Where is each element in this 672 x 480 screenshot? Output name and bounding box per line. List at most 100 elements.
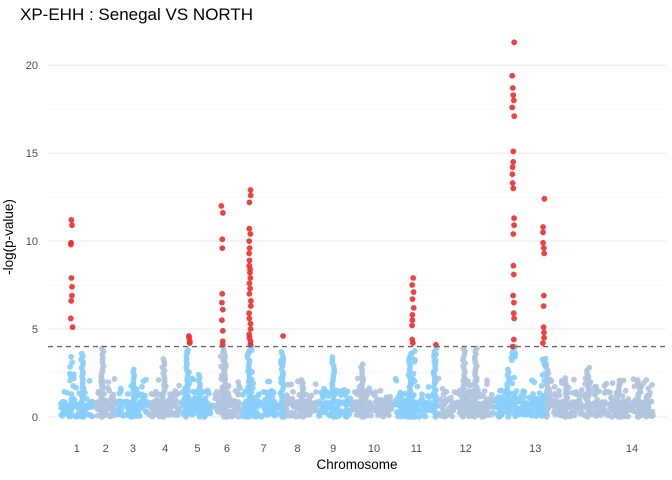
background-point [265, 378, 271, 385]
x-tick-label: 6 [224, 443, 230, 455]
background-point [214, 389, 220, 395]
background-point [195, 371, 202, 378]
background-point [422, 413, 429, 420]
significant-point [510, 310, 517, 317]
background-point [106, 401, 112, 407]
background-point [139, 383, 145, 390]
background-point [235, 403, 241, 410]
background-point [593, 413, 600, 419]
background-point [166, 412, 172, 418]
background-point [70, 371, 77, 378]
significant-point [219, 245, 226, 252]
y-tick-label: 20 [26, 60, 38, 72]
significant-point [410, 289, 417, 295]
background-point [445, 410, 452, 416]
significant-point [246, 250, 253, 257]
background-point [291, 411, 297, 418]
background-point [306, 411, 313, 418]
background-point [247, 395, 254, 401]
significant-point [540, 340, 546, 346]
background-point [607, 389, 614, 396]
background-point [452, 402, 459, 408]
significant-point [409, 340, 416, 346]
background-point [648, 398, 655, 405]
background-point [483, 407, 489, 414]
background-point [411, 348, 418, 354]
background-point [493, 404, 500, 410]
background-point [493, 395, 500, 402]
background-point [184, 385, 191, 391]
background-point [556, 388, 562, 394]
significant-point [218, 203, 225, 209]
background-point [598, 407, 605, 414]
significant-point [510, 97, 517, 104]
background-point [116, 390, 123, 397]
background-point [265, 390, 272, 397]
background-point [520, 409, 526, 415]
background-point [278, 349, 285, 355]
background-point [337, 392, 344, 398]
background-point [542, 409, 549, 416]
background-point [421, 401, 427, 407]
significant-point [509, 171, 516, 178]
significant-point [69, 324, 76, 331]
background-point [235, 399, 242, 405]
background-point [567, 413, 573, 420]
x-tick-label: 1 [74, 443, 80, 455]
background-point [534, 396, 541, 402]
background-point [649, 381, 655, 388]
background-point [207, 407, 213, 414]
background-point [578, 391, 585, 398]
significant-point [410, 275, 417, 281]
significant-point [511, 299, 517, 306]
background-point [511, 390, 517, 397]
background-point [620, 413, 627, 419]
background-point [402, 411, 408, 418]
background-point [489, 409, 496, 416]
significant-point [540, 229, 546, 236]
background-point [102, 407, 109, 414]
background-point [408, 376, 415, 383]
background-point [237, 385, 243, 391]
background-point [410, 407, 417, 414]
background-point [278, 379, 284, 386]
background-point [73, 384, 79, 391]
background-point [571, 411, 578, 418]
chart-title: XP-EHH : Senegal VS NORTH [20, 5, 253, 24]
background-point [364, 403, 370, 410]
background-point [516, 398, 522, 405]
background-point [397, 389, 404, 396]
background-point [480, 393, 487, 400]
background-point [409, 392, 415, 399]
background-point [594, 396, 600, 403]
background-point [571, 376, 577, 383]
background-point [218, 376, 225, 382]
significant-point [246, 310, 253, 317]
x-tick-label: 8 [295, 443, 301, 455]
background-point [86, 377, 93, 384]
background-point [262, 406, 269, 413]
significant-point [509, 104, 516, 111]
background-point [220, 409, 227, 416]
background-point [634, 377, 641, 383]
significant-point [69, 292, 75, 299]
background-point [109, 394, 116, 401]
background-point [121, 412, 127, 419]
background-point [308, 392, 315, 399]
background-point [220, 366, 227, 373]
background-point [645, 385, 652, 392]
significant-point [246, 257, 253, 264]
background-point [68, 353, 75, 360]
background-point [191, 410, 197, 417]
background-point [271, 412, 278, 419]
background-point [343, 406, 349, 413]
y-tick-label: 10 [26, 236, 38, 248]
background-point [343, 398, 350, 405]
background-point [186, 405, 193, 411]
background-point [443, 396, 450, 403]
background-point [267, 408, 273, 415]
significant-point [247, 192, 254, 199]
significant-point [540, 303, 547, 309]
background-point [212, 403, 218, 409]
significant-point [247, 326, 254, 332]
